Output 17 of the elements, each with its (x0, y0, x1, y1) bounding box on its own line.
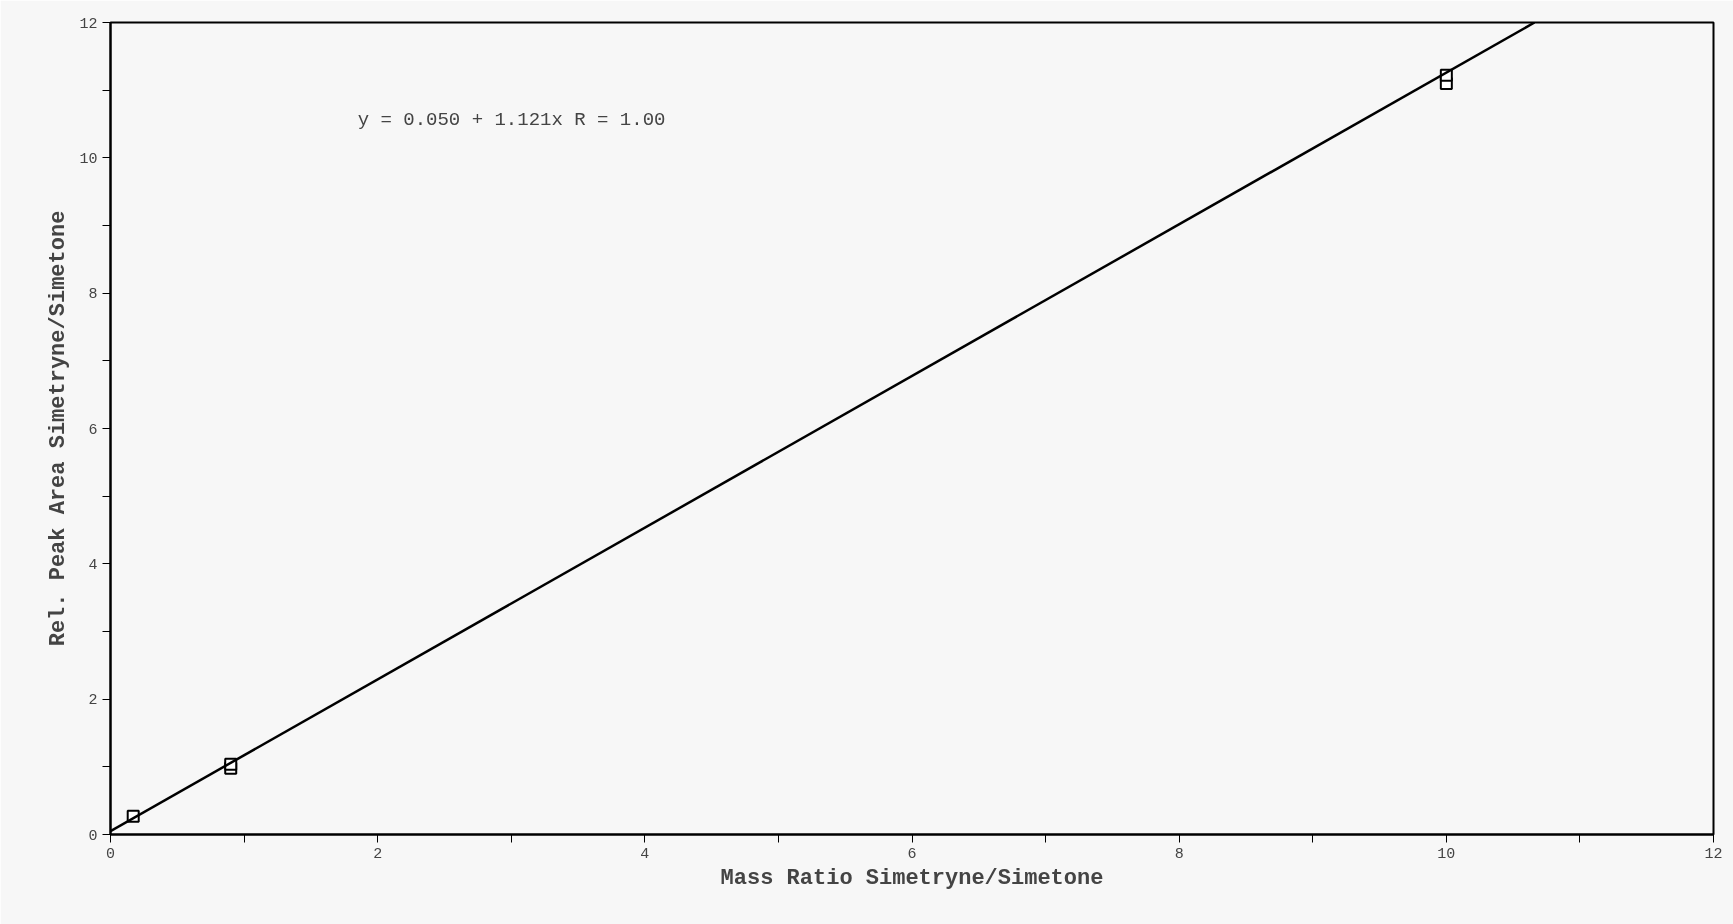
x-tick-label: 2 (373, 845, 383, 863)
annotation: y = 0.050 + 1.121x R = 1.00 (357, 108, 666, 131)
x-tick-label: 4 (640, 845, 650, 863)
y-tick-label: 8 (88, 286, 98, 304)
y-tick-label: 2 (88, 692, 98, 710)
y-axis-title: Rel. Peak Area Simetryne/Simetone (46, 210, 72, 647)
x-tick-label: 6 (907, 845, 917, 863)
x-tick-label: 8 (1174, 845, 1184, 863)
y-tick-label: 12 (79, 15, 98, 33)
y-tick-label: 4 (88, 556, 98, 574)
y-tick-label: 10 (79, 150, 98, 168)
y-tick-label: 6 (88, 421, 98, 439)
x-tick-label: 12 (1704, 845, 1723, 863)
x-axis-title: Mass Ratio Simetryne/Simetone (720, 865, 1104, 891)
x-tick-label: 10 (1437, 845, 1456, 863)
y-tick-label: 0 (88, 827, 98, 845)
x-tick-label: 0 (106, 845, 116, 863)
